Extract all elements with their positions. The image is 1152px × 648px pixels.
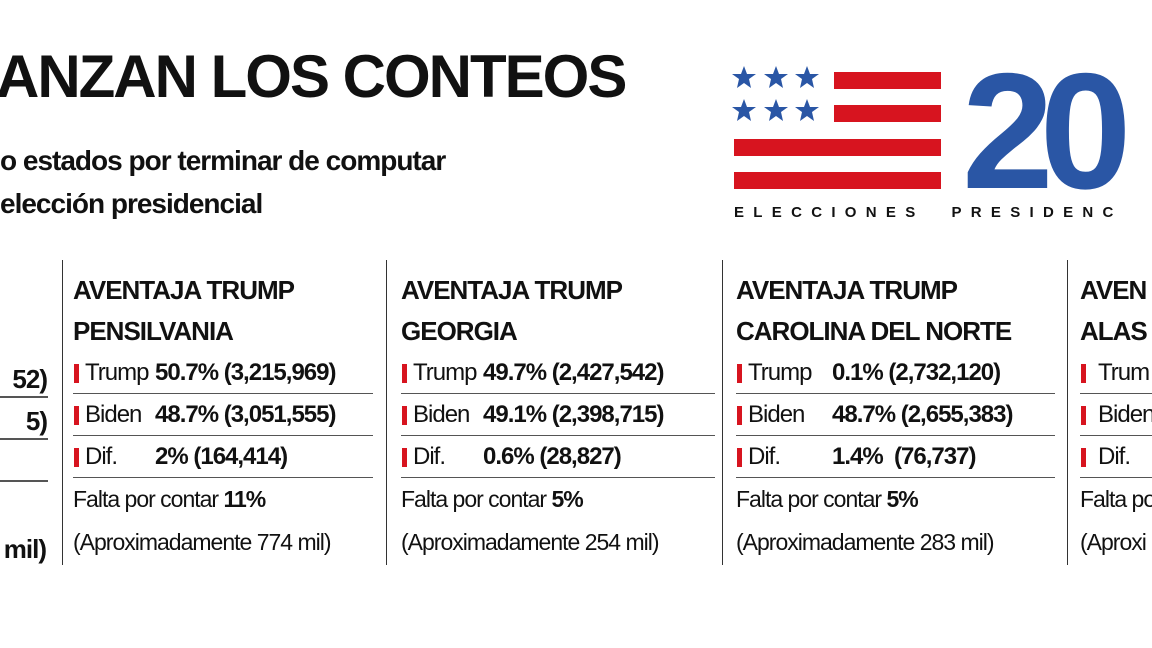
result-row-dif: Dif. 1.4% (76,737) (736, 436, 1055, 478)
logo-caption: ELECCIONES PRESIDENC (734, 204, 1123, 221)
row-label: Biden (748, 401, 805, 428)
row-label: Biden (1098, 401, 1152, 428)
row-label: Dif. (85, 443, 118, 470)
row-value: 2% (164,414) (155, 443, 288, 470)
red-bar-icon (74, 406, 79, 425)
result-row-dif: Dif. (1080, 436, 1152, 478)
row-label: Trump (85, 359, 149, 386)
row-label: Dif. (748, 443, 781, 470)
red-bar-icon (1081, 448, 1086, 467)
row-value: 50.7% (3,215,969) (155, 359, 336, 386)
row-value: 49.1% (2,398,715) (483, 401, 664, 428)
partial-biden-value: 5) (25, 406, 48, 436)
flag-stripes (734, 72, 941, 189)
red-bar-icon (737, 448, 742, 467)
elections-logo: 20 ELECCIONES PRESIDENC (732, 60, 1139, 223)
result-row-trump: Trum (1080, 352, 1152, 394)
result-row-biden: Biden 49.1% (2,398,715) (401, 394, 715, 436)
logo-year: 20 (962, 60, 1125, 223)
row-label: Trump (413, 359, 477, 386)
page-title: ANZAN LOS CONTEOS (0, 43, 627, 110)
row-label: Trum (1098, 359, 1150, 386)
red-bar-icon (737, 406, 742, 425)
falta-por-contar: Falta por contar 11% (73, 486, 266, 512)
row-separator (0, 438, 48, 440)
red-bar-icon (402, 448, 407, 467)
column-heading: AVENTAJA TRUMP (73, 275, 295, 305)
column-heading: AVENTAJA TRUMP (736, 275, 958, 305)
stars-icon (732, 66, 819, 121)
row-value: 48.7% (3,051,555) (155, 401, 336, 428)
row-separator (0, 480, 48, 482)
row-label: Dif. (413, 443, 446, 470)
divider (62, 260, 63, 565)
falta-por-contar: Falta por contar 5% (401, 486, 584, 512)
result-row-trump: Trump 0.1% (2,732,120) (736, 352, 1055, 394)
divider (386, 260, 387, 565)
divider (1067, 260, 1068, 565)
approx-votes: (Aproxi (1080, 529, 1147, 555)
state-name: ALAS (1080, 316, 1148, 346)
partial-approx: mil) (3, 534, 47, 564)
result-row-biden: Biden 48.7% (3,051,555) (73, 394, 373, 436)
result-row-trump: Trump 50.7% (3,215,969) (73, 352, 373, 394)
state-name: PENSILVANIA (73, 316, 234, 346)
row-label: Biden (413, 401, 470, 428)
approx-votes: (Aproximadamente 283 mil) (736, 529, 995, 555)
row-label: Trump (748, 359, 812, 386)
state-name: GEORGIA (401, 316, 518, 346)
result-row-biden: Biden (1080, 394, 1152, 436)
falta-por-contar: Falta po (1080, 486, 1152, 512)
partial-trump-value: 52) (12, 364, 48, 394)
result-row-dif: Dif. 2% (164,414) (73, 436, 373, 478)
approx-votes: (Aproximadamente 254 mil) (401, 529, 660, 555)
red-bar-icon (74, 364, 79, 383)
state-column-alaska: AVEN ALAS Trum Biden Dif. Falta po (Apro… (1080, 270, 1152, 564)
row-value: 0.1% (2,732,120) (832, 359, 1001, 386)
row-value: 0.6% (28,827) (483, 443, 622, 470)
row-value: 49.7% (2,427,542) (483, 359, 664, 386)
red-bar-icon (1081, 406, 1086, 425)
falta-por-contar: Falta por contar 5% (736, 486, 919, 512)
result-row-biden: Biden 48.7% (2,655,383) (736, 394, 1055, 436)
result-row-dif: Dif. 0.6% (28,827) (401, 436, 715, 478)
subtitle-line-1: o estados por terminar de computar (0, 145, 446, 176)
row-value: 48.7% (2,655,383) (832, 401, 1013, 428)
state-column-carolina-del-norte: AVENTAJA TRUMP CAROLINA DEL NORTE Trump 0… (736, 270, 1055, 564)
result-row-trump: Trump 49.7% (2,427,542) (401, 352, 715, 394)
row-label: Dif. (1098, 443, 1131, 470)
red-bar-icon (1081, 364, 1086, 383)
red-bar-icon (74, 448, 79, 467)
row-label: Biden (85, 401, 142, 428)
column-heading: AVENTAJA TRUMP (401, 275, 623, 305)
row-value: 1.4% (76,737) (832, 443, 976, 470)
divider (722, 260, 723, 565)
approx-votes: (Aproximadamente 774 mil) (73, 529, 332, 555)
row-separator (0, 396, 48, 398)
red-bar-icon (402, 364, 407, 383)
state-column-georgia: AVENTAJA TRUMP GEORGIA Trump 49.7% (2,427… (401, 270, 715, 564)
red-bar-icon (402, 406, 407, 425)
subtitle-line-2: elección presidencial (0, 188, 263, 219)
state-name: CAROLINA DEL NORTE (736, 316, 1012, 346)
state-column-pensilvania: AVENTAJA TRUMP PENSILVANIA Trump 50.7% (3… (73, 270, 373, 564)
column-heading: AVEN (1080, 275, 1147, 305)
red-bar-icon (737, 364, 742, 383)
